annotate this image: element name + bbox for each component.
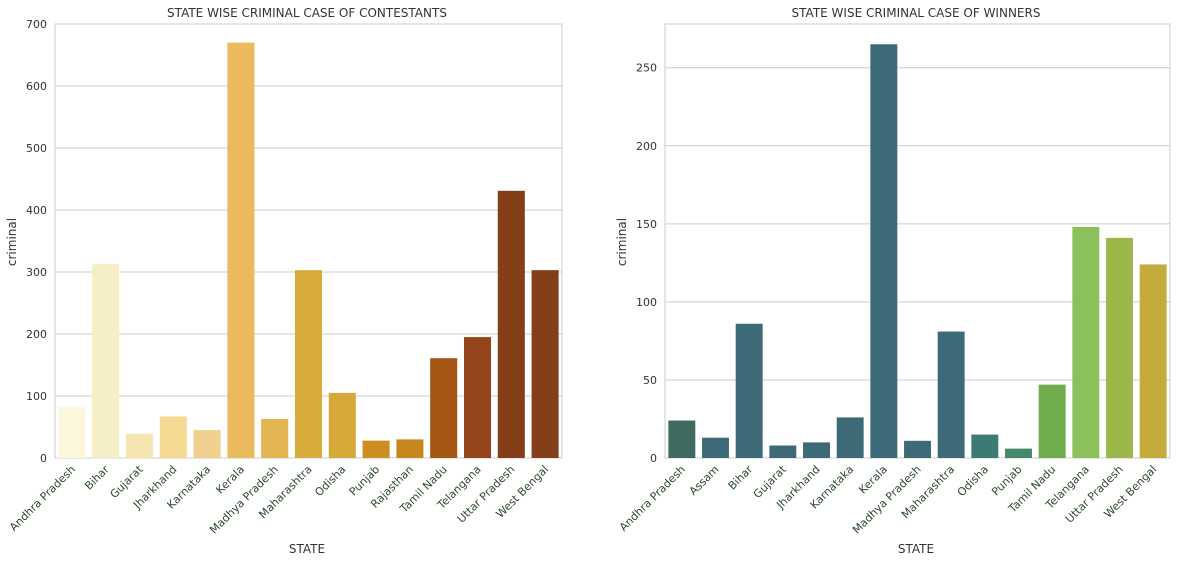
bar bbox=[937, 331, 965, 458]
y-tick-label: 700 bbox=[26, 18, 47, 31]
bar bbox=[328, 392, 356, 458]
y-tick-label: 400 bbox=[26, 204, 47, 217]
y-axis-label: criminal bbox=[5, 218, 19, 266]
bar bbox=[227, 42, 255, 458]
bar bbox=[531, 270, 559, 458]
x-axis-label: STATE bbox=[289, 542, 325, 556]
y-tick-label: 0 bbox=[40, 452, 47, 465]
y-tick-label: 100 bbox=[636, 296, 657, 309]
y-tick-label: 250 bbox=[636, 62, 657, 75]
bar bbox=[396, 439, 424, 458]
bar bbox=[92, 263, 120, 458]
bar bbox=[870, 44, 898, 459]
bar bbox=[769, 445, 797, 458]
y-axis-label: criminal bbox=[615, 218, 629, 266]
y-tick-label: 600 bbox=[26, 80, 47, 93]
x-tick-label: Odisha bbox=[312, 463, 348, 499]
bar bbox=[463, 337, 492, 458]
x-tick-label: Bihar bbox=[726, 463, 756, 493]
bar bbox=[1005, 448, 1032, 458]
bar bbox=[735, 323, 763, 458]
bar bbox=[362, 440, 390, 458]
x-tick-label: Bihar bbox=[82, 463, 112, 493]
x-tick-label: Odisha bbox=[955, 463, 991, 499]
bar bbox=[58, 407, 86, 458]
bar bbox=[904, 440, 931, 458]
y-tick-label: 500 bbox=[26, 142, 47, 155]
bar bbox=[294, 270, 323, 458]
x-tick-label: Andhra Pradesh bbox=[7, 463, 78, 534]
bar bbox=[702, 437, 729, 458]
bar bbox=[1106, 237, 1133, 458]
x-tick-label: Andhra Pradesh bbox=[617, 463, 688, 534]
winners-chart: STATE WISE CRIMINAL CASE OF WINNERS STAT… bbox=[615, 6, 1171, 556]
bar bbox=[1072, 226, 1100, 458]
y-tick-label: 0 bbox=[650, 452, 657, 465]
bar bbox=[836, 417, 864, 458]
bar bbox=[497, 190, 525, 458]
x-axis-label: STATE bbox=[898, 542, 934, 556]
y-tick-label: 200 bbox=[636, 140, 657, 153]
bar bbox=[193, 430, 221, 458]
bar bbox=[159, 416, 187, 458]
bar bbox=[668, 420, 696, 458]
y-tick-label: 300 bbox=[26, 266, 47, 279]
bar bbox=[261, 418, 289, 458]
y-tick-label: 150 bbox=[636, 218, 657, 231]
chart-title: STATE WISE CRIMINAL CASE OF CONTESTANTS bbox=[167, 6, 447, 20]
bar bbox=[1139, 264, 1167, 458]
bar bbox=[1038, 384, 1066, 458]
x-tick-label: Assam bbox=[687, 463, 722, 498]
y-tick-label: 50 bbox=[643, 374, 657, 387]
contestants-chart: STATE WISE CRIMINAL CASE OF CONTESTANTS … bbox=[5, 6, 563, 556]
y-tick-label: 200 bbox=[26, 328, 47, 341]
bar bbox=[803, 442, 830, 458]
bar bbox=[125, 433, 154, 458]
y-tick-label: 100 bbox=[26, 390, 47, 403]
bar bbox=[430, 358, 458, 458]
chart-title: STATE WISE CRIMINAL CASE OF WINNERS bbox=[792, 6, 1041, 20]
bar bbox=[971, 434, 999, 458]
